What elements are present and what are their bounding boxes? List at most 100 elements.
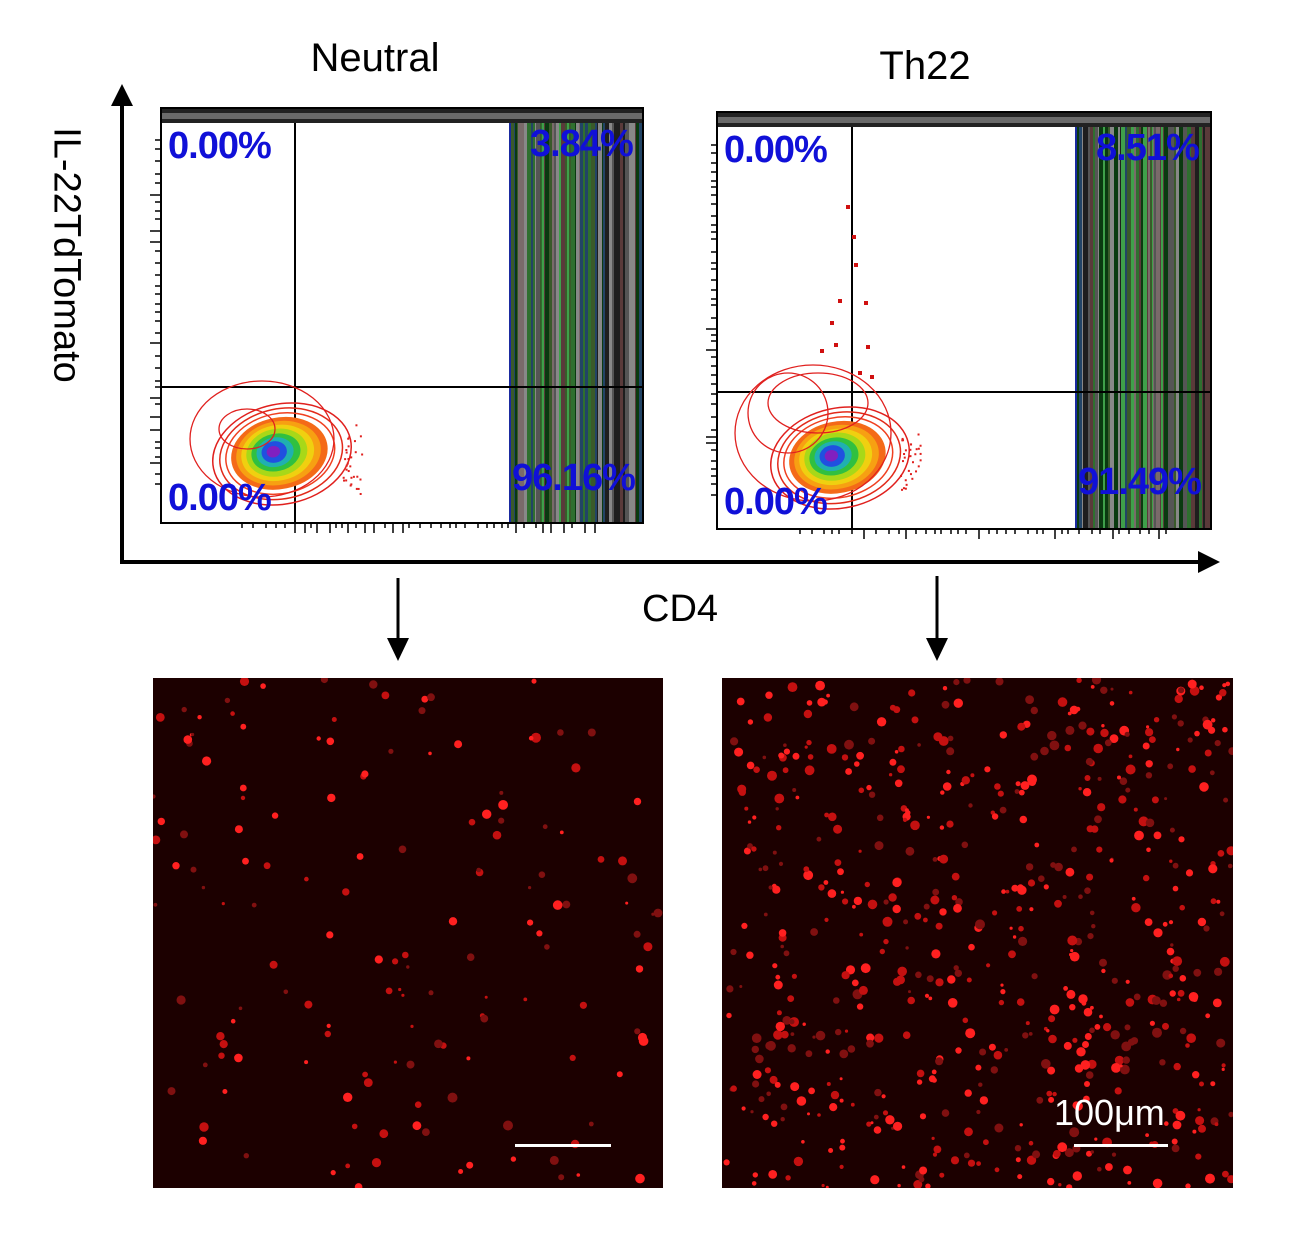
saturation-stripe — [540, 123, 541, 522]
fluorescent-cell — [803, 709, 813, 719]
fluorescent-cell — [908, 689, 916, 697]
fluorescent-cell — [853, 896, 863, 906]
fluorescent-cell — [221, 902, 225, 906]
fluorescent-cell — [889, 758, 897, 766]
saturation-stripe — [1150, 127, 1152, 528]
fluorescent-cell — [768, 885, 773, 890]
fluorescent-cell — [1214, 967, 1223, 976]
ungated-event — [838, 299, 842, 303]
outlier-event — [349, 484, 352, 487]
fluorescent-cell — [768, 1170, 778, 1179]
fluorescent-cell — [523, 997, 528, 1002]
fluorescent-cell — [947, 735, 954, 742]
fluorescent-cell — [826, 693, 830, 698]
upper-events-th22 — [820, 205, 874, 379]
scale-bar-th22 — [1074, 1144, 1168, 1147]
saturation-stripes-th22 — [1075, 127, 1210, 528]
fluorescent-cell — [851, 979, 859, 987]
fluorescent-cell — [743, 847, 751, 855]
saturation-stripe — [1195, 127, 1199, 528]
saturation-stripe — [635, 123, 636, 522]
ungated-event — [820, 349, 824, 353]
fluorescent-cell — [1041, 1059, 1051, 1069]
fluorescent-cell — [1063, 1041, 1072, 1050]
outlier-event — [919, 444, 922, 447]
fluorescent-cell — [587, 728, 596, 737]
fluorescent-cell — [744, 806, 749, 811]
fluorescent-cell — [810, 928, 818, 936]
saturation-stripe — [595, 123, 597, 522]
fluorescent-cell — [1078, 787, 1082, 791]
outlier-event — [345, 468, 348, 471]
fluorescent-cell — [1127, 1181, 1132, 1185]
fluorescent-cell — [1084, 1081, 1090, 1087]
outlier-event — [904, 479, 907, 482]
saturation-stripe — [1088, 127, 1090, 528]
outlier-event — [901, 460, 904, 463]
fluorescent-cell — [897, 966, 907, 977]
fluorescent-cell — [780, 1103, 788, 1111]
fluorescent-cell — [939, 908, 947, 916]
fluorescent-cell — [1124, 731, 1130, 737]
fluorescent-cell — [780, 1117, 785, 1122]
fluorescent-cell — [824, 812, 829, 818]
fluorescent-cell — [787, 682, 798, 692]
fluorescent-cell — [1159, 1059, 1166, 1066]
fluorescent-cell — [993, 1050, 1003, 1060]
fluorescent-cell — [153, 794, 156, 799]
fluorescent-cell — [935, 1057, 944, 1066]
fluorescent-cell — [1174, 694, 1183, 704]
fluorescent-cell — [773, 980, 783, 990]
fluorescent-cell — [1016, 906, 1023, 912]
fluorescent-cell — [730, 737, 739, 746]
fluorescent-cell — [1032, 1150, 1041, 1159]
fluorescent-cell — [1170, 943, 1174, 947]
fluorescent-cell — [780, 944, 784, 949]
flow-plot-th22: 0.00% 8.51% 0.00% 91.49% — [716, 111, 1212, 530]
fluorescent-cell — [917, 743, 921, 747]
fluorescent-cell — [1089, 910, 1095, 916]
fluorescent-cell — [874, 1088, 882, 1097]
saturation-stripe — [514, 123, 515, 522]
fluorescent-cell — [953, 679, 960, 686]
fluorescent-cell — [826, 1082, 831, 1086]
fluorescent-cell — [1210, 1081, 1216, 1087]
fluorescent-cell — [1034, 842, 1040, 848]
fluorescent-cell — [778, 929, 787, 937]
fluorescent-cell — [153, 902, 158, 907]
fluorescent-cell — [356, 853, 364, 860]
fluorescent-cell — [637, 1032, 648, 1043]
fluorescent-cell — [769, 1075, 778, 1084]
fluorescent-cell — [955, 898, 963, 906]
fluorescent-cell — [992, 910, 998, 916]
saturation-stripe — [616, 123, 620, 522]
fluorescent-cell — [1149, 1020, 1155, 1026]
fluorescent-cell — [343, 1092, 353, 1102]
fluorescent-cell — [330, 1170, 336, 1176]
fluorescent-cell — [398, 987, 402, 992]
fluorescent-cell — [976, 1161, 981, 1166]
scale-bar-neutral — [515, 1144, 611, 1147]
fluorescent-cell — [866, 1033, 875, 1042]
fluorescent-cell — [758, 1096, 765, 1103]
fluorescent-cell — [1027, 774, 1037, 785]
fluorescent-cell — [363, 1078, 373, 1087]
fluorescent-cell — [876, 717, 887, 727]
x-axis-label: CD4 — [642, 588, 719, 630]
fluorescent-cell — [826, 744, 837, 754]
fluorescent-cell — [994, 1123, 1004, 1133]
fluorescent-cell — [635, 965, 644, 973]
saturation-stripe — [1156, 127, 1159, 528]
fluorescent-cell — [176, 995, 186, 1005]
fluorescent-cell — [1152, 1178, 1163, 1188]
fluorescent-cell — [994, 783, 1001, 790]
fluorescent-cell — [894, 750, 899, 754]
fluorescent-cell — [1176, 997, 1181, 1002]
fluorescent-cell — [1004, 1048, 1009, 1052]
fluorescent-cell — [1066, 1184, 1073, 1188]
saturation-stripe — [1090, 127, 1093, 528]
fluorescent-cell — [928, 1075, 936, 1083]
fluorescent-cell — [839, 1077, 843, 1081]
fluorescent-cell — [1030, 752, 1039, 761]
quadrant-upper-right-neutral: 3.84% — [530, 123, 634, 165]
